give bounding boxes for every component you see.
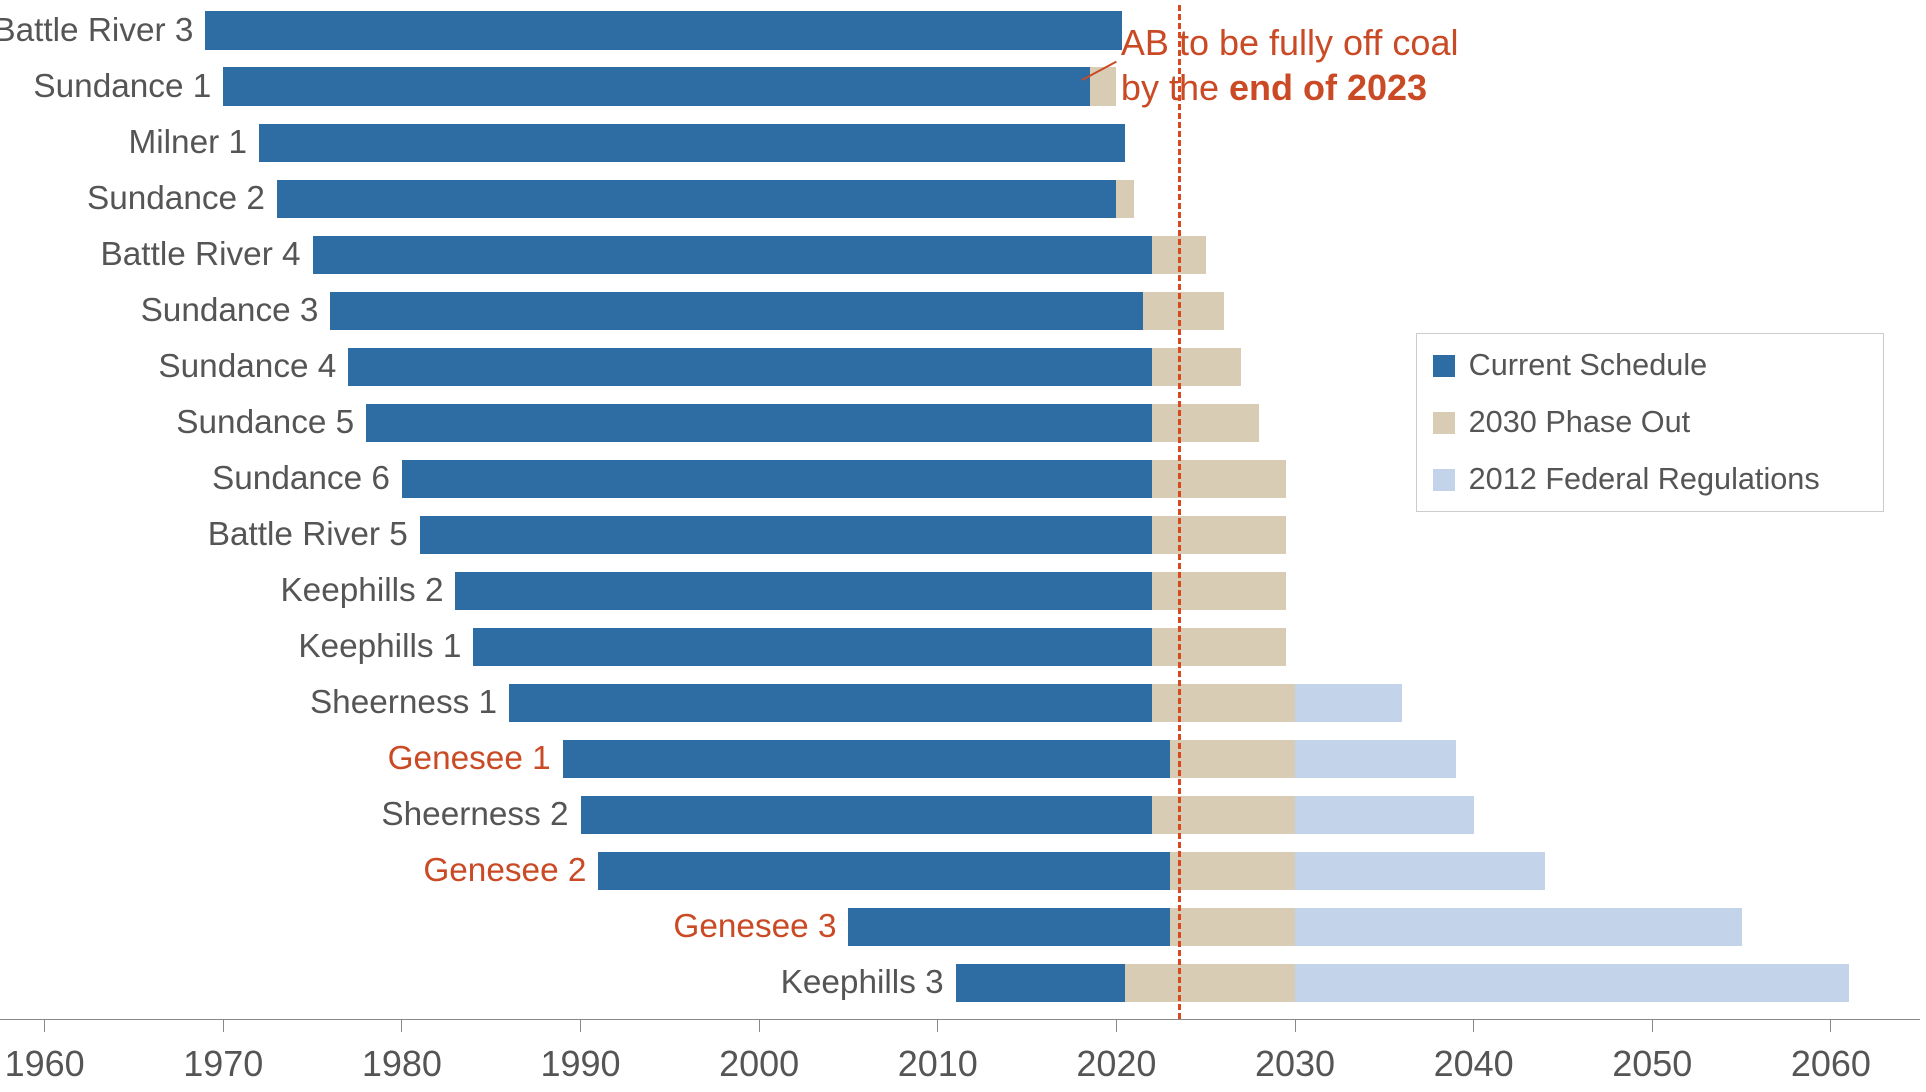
x-tick-label: 2040 — [1434, 1043, 1514, 1085]
bar-segment — [1152, 404, 1259, 442]
legend-item: Current Schedule — [1433, 348, 1863, 383]
bar-segment — [348, 348, 1152, 386]
bar-segment — [277, 180, 1117, 218]
x-tick-label: 2050 — [1612, 1043, 1692, 1085]
bar-segment — [1295, 684, 1402, 722]
x-tick-label: 1970 — [183, 1043, 263, 1085]
x-tick-label: 1980 — [362, 1043, 442, 1085]
row-label: Genesee 2 — [423, 852, 586, 890]
annotation-text: AB to be fully off coalby the end of 202… — [1121, 20, 1459, 110]
bar-segment — [848, 908, 1170, 946]
x-tick — [1116, 1019, 1117, 1032]
bar-segment — [1170, 908, 1295, 946]
bar-segment — [473, 628, 1152, 666]
legend-swatch — [1433, 469, 1455, 491]
row-label: Genesee 3 — [673, 908, 836, 946]
bar-segment — [1295, 964, 1849, 1002]
x-tick — [223, 1019, 224, 1032]
row-label: Keephills 2 — [280, 572, 443, 610]
bar-segment — [330, 292, 1143, 330]
bar-segment — [1295, 908, 1742, 946]
bar-segment — [1152, 796, 1295, 834]
row-label: Sundance 1 — [33, 68, 211, 106]
bar-segment — [1143, 292, 1223, 330]
legend-item: 2012 Federal Regulations — [1433, 462, 1863, 497]
bar-segment — [1295, 852, 1545, 890]
x-tick — [1473, 1019, 1474, 1032]
x-tick-label: 2020 — [1076, 1043, 1156, 1085]
row-label: Sundance 5 — [176, 404, 354, 442]
bar-segment — [1152, 460, 1286, 498]
bar-segment — [313, 236, 1153, 274]
bar-segment — [223, 67, 1089, 105]
row-label: Sundance 3 — [141, 292, 319, 330]
legend-swatch — [1433, 355, 1455, 377]
x-tick-label: 2000 — [719, 1043, 799, 1085]
row-label: Sundance 2 — [87, 180, 265, 218]
bar-segment — [581, 796, 1153, 834]
reference-line — [1178, 5, 1181, 1018]
bar-segment — [563, 740, 1170, 778]
bar-segment — [1152, 516, 1286, 554]
bar-segment — [956, 964, 1126, 1002]
row-label: Genesee 1 — [388, 740, 551, 778]
row-label: Sundance 4 — [158, 348, 336, 386]
bar-segment — [1295, 740, 1456, 778]
x-tick — [580, 1019, 581, 1032]
bar-segment — [205, 11, 1121, 49]
gantt-chart: Battle River 3 Sundance 1 Milner 1 Sundance… — [0, 0, 1926, 1092]
bar-segment — [1125, 964, 1295, 1002]
x-tick — [937, 1019, 938, 1032]
row-label: Sheerness 1 — [310, 684, 497, 722]
bar-segment — [509, 684, 1152, 722]
x-tick — [44, 1019, 45, 1032]
x-tick-label: 2030 — [1255, 1043, 1335, 1085]
bar-segment — [1170, 852, 1295, 890]
x-tick-label: 2010 — [898, 1043, 978, 1085]
x-axis — [0, 1019, 1920, 1020]
bar-segment — [1152, 348, 1241, 386]
bar-segment — [455, 572, 1152, 610]
bar-segment — [1152, 572, 1286, 610]
x-tick — [759, 1019, 760, 1032]
row-label: Sheerness 2 — [381, 796, 568, 834]
bar-segment — [1152, 684, 1295, 722]
row-label: Battle River 3 — [0, 12, 193, 50]
x-tick — [401, 1019, 402, 1032]
row-label: Keephills 3 — [781, 964, 944, 1002]
x-tick-label: 1990 — [540, 1043, 620, 1085]
legend-item: 2030 Phase Out — [1433, 405, 1863, 440]
x-tick-label: 1960 — [5, 1043, 85, 1085]
row-label: Sundance 6 — [212, 460, 390, 498]
legend-label: Current Schedule — [1469, 348, 1708, 383]
bar-segment — [259, 124, 1125, 162]
bar-segment — [1295, 796, 1474, 834]
x-tick — [1652, 1019, 1653, 1032]
x-tick — [1295, 1019, 1296, 1032]
bar-segment — [402, 460, 1152, 498]
legend-swatch — [1433, 412, 1455, 434]
legend: Current Schedule 2030 Phase Out 2012 Feder… — [1416, 333, 1884, 512]
row-label: Keephills 1 — [298, 628, 461, 666]
row-label: Battle River 5 — [208, 516, 408, 554]
row-label: Battle River 4 — [101, 236, 301, 274]
x-tick-label: 2060 — [1791, 1043, 1871, 1085]
x-tick — [1830, 1019, 1831, 1032]
row-label: Milner 1 — [128, 124, 247, 162]
legend-label: 2012 Federal Regulations — [1469, 462, 1820, 497]
legend-label: 2030 Phase Out — [1469, 405, 1691, 440]
bar-segment — [1170, 740, 1295, 778]
bar-segment — [1152, 628, 1286, 666]
bar-segment — [598, 852, 1170, 890]
bar-segment — [420, 516, 1152, 554]
bar-segment — [366, 404, 1152, 442]
bar-segment — [1116, 180, 1134, 218]
